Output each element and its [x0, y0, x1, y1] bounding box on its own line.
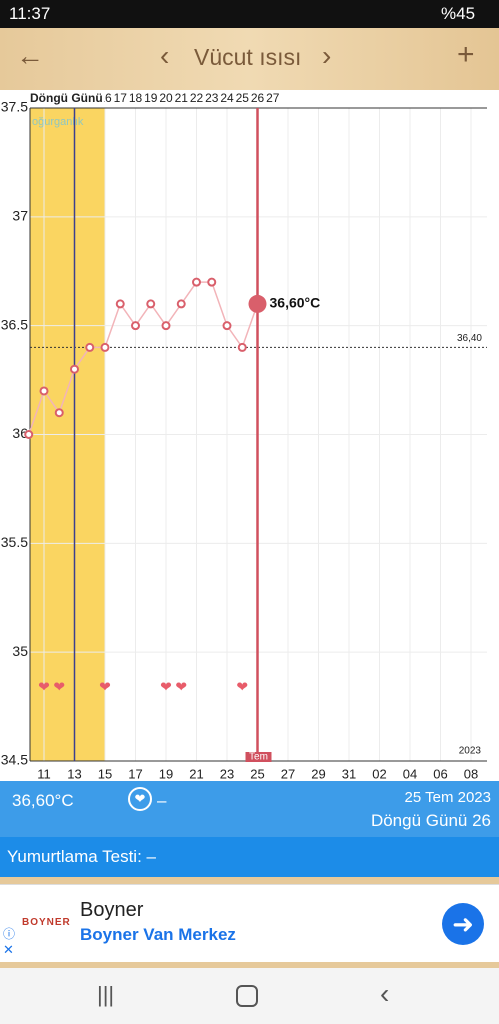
y-tick-label: 36	[12, 425, 28, 441]
watermark: oğurganlık	[32, 116, 84, 128]
heart-marker: ❤	[160, 679, 172, 695]
data-point	[85, 342, 95, 352]
home-button[interactable]	[236, 985, 258, 1007]
x-tick-label: 19	[159, 766, 173, 781]
x-tick-label: 02	[372, 766, 386, 781]
y-tick-label: 35.5	[1, 534, 28, 550]
ad-title: Boyner	[80, 899, 144, 921]
test-bar[interactable]: Yumurtlama Testi: –	[0, 837, 499, 877]
ad-brand: BOYNER	[22, 917, 71, 928]
cycle-day-label: 25	[236, 91, 250, 105]
chart: 34.5 35 35.5 36 36.5 37 37.5 11 13 15 17 19 21 23 25 27…	[1, 91, 487, 781]
data-point	[237, 342, 247, 352]
cycle-day-label: 19	[144, 91, 158, 105]
data-point	[222, 321, 232, 331]
ovulation-test: Yumurtlama Testi: –	[7, 847, 156, 866]
data-point	[24, 430, 34, 439]
highlight-point	[248, 294, 267, 313]
x-tick-label: 29	[311, 766, 325, 781]
prev-button[interactable]: ‹	[160, 40, 170, 71]
y-tick-label: 34.5	[1, 752, 28, 768]
header: ← ‹ Vücut ısısı › +	[0, 28, 499, 90]
cycle-day: Döngü Günü 26	[370, 811, 491, 830]
ad-info[interactable]: ⓘ	[3, 927, 16, 941]
reference-label: 36,40	[457, 333, 482, 344]
data-point	[70, 364, 79, 374]
label-bg	[28, 91, 104, 107]
y-tick-label: 37	[12, 208, 28, 224]
mood: –	[157, 791, 167, 810]
heart-marker: ❤	[175, 679, 187, 695]
temperature-line	[28, 281, 259, 435]
ad-subtitle: Boyner Van Merkez	[80, 925, 236, 944]
y-tick-label: 35	[12, 643, 28, 659]
data-point	[161, 321, 171, 331]
data-point	[176, 299, 186, 309]
data-point	[39, 386, 49, 396]
temperature: 36,60°C	[12, 791, 74, 810]
nav-bar: ||| ‹	[0, 968, 499, 1024]
ad-action[interactable]: ➜	[442, 903, 484, 945]
back-nav-button[interactable]: ‹	[380, 978, 390, 1009]
y-tick-label: 36.5	[1, 316, 28, 332]
cycle-day-label: 17	[114, 91, 128, 105]
data-point	[146, 299, 156, 309]
data-point	[54, 408, 64, 418]
add-button[interactable]: +	[457, 38, 475, 71]
heart-marker: ❤	[53, 679, 65, 695]
cycle-day-title: Döngü Günü	[30, 91, 103, 105]
cycle-day-label: 23	[205, 91, 219, 105]
x-tick-label: 04	[403, 766, 417, 781]
data-point	[207, 277, 217, 287]
x-tick-label: 21	[189, 766, 203, 781]
title: Vücut ısısı	[194, 44, 302, 70]
value-label: 36,60°C	[270, 295, 321, 311]
divider	[0, 877, 499, 884]
cycle-day-label: 24	[220, 91, 234, 105]
recent-button[interactable]: |||	[97, 982, 115, 1007]
heart-marker: ❤	[236, 679, 248, 695]
x-tick-label: 13	[67, 766, 81, 781]
heart-marker: ❤	[38, 679, 50, 695]
y-tick-label: 37.5	[1, 99, 28, 115]
x-tick-label: 31	[342, 766, 356, 781]
x-tick-label: 08	[464, 766, 478, 781]
data-point	[115, 299, 125, 309]
cycle-day-label: 22	[190, 91, 204, 105]
divider	[0, 962, 499, 968]
ad-close[interactable]: ✕	[3, 942, 14, 957]
cycle-day-label: 27	[266, 91, 280, 105]
heart-marker: ❤	[99, 679, 111, 695]
x-tick-label: 27	[281, 766, 295, 781]
cycle-day-label: 20	[159, 91, 173, 105]
x-tick-label: 15	[98, 766, 112, 781]
x-tick-label: 11	[37, 766, 51, 781]
cycle-day-label: 18	[129, 91, 143, 105]
data-point	[100, 342, 110, 352]
ad-banner[interactable]: BOYNER Boyner Boyner Van Merkez ➜ ⓘ ✕	[0, 884, 499, 963]
year-label: 2023	[459, 746, 482, 757]
x-tick-label: 17	[128, 766, 142, 781]
time: 11:37	[9, 4, 51, 23]
month-tag-bg	[245, 752, 272, 762]
status-bar: 11:37 %45	[0, 0, 499, 28]
back-button[interactable]: ←	[16, 40, 44, 71]
month-tag: Tem	[249, 752, 268, 763]
date: 25 Tem 2023	[404, 789, 491, 806]
data-point	[192, 277, 201, 287]
x-tick-label: 25	[250, 766, 264, 781]
cycle-day-label: 26	[251, 91, 265, 105]
battery: %45	[441, 4, 476, 23]
data-point	[131, 321, 140, 331]
cycle-day-label: 21	[175, 91, 189, 105]
info-bar: 36,60°C ❤ – 25 Tem 2023 Döngü Günü 26	[0, 781, 499, 837]
x-tick-label: 06	[433, 766, 447, 781]
mood-icon[interactable]: ❤	[128, 787, 152, 811]
next-button[interactable]: ›	[322, 40, 332, 71]
x-tick-label: 23	[220, 766, 234, 781]
